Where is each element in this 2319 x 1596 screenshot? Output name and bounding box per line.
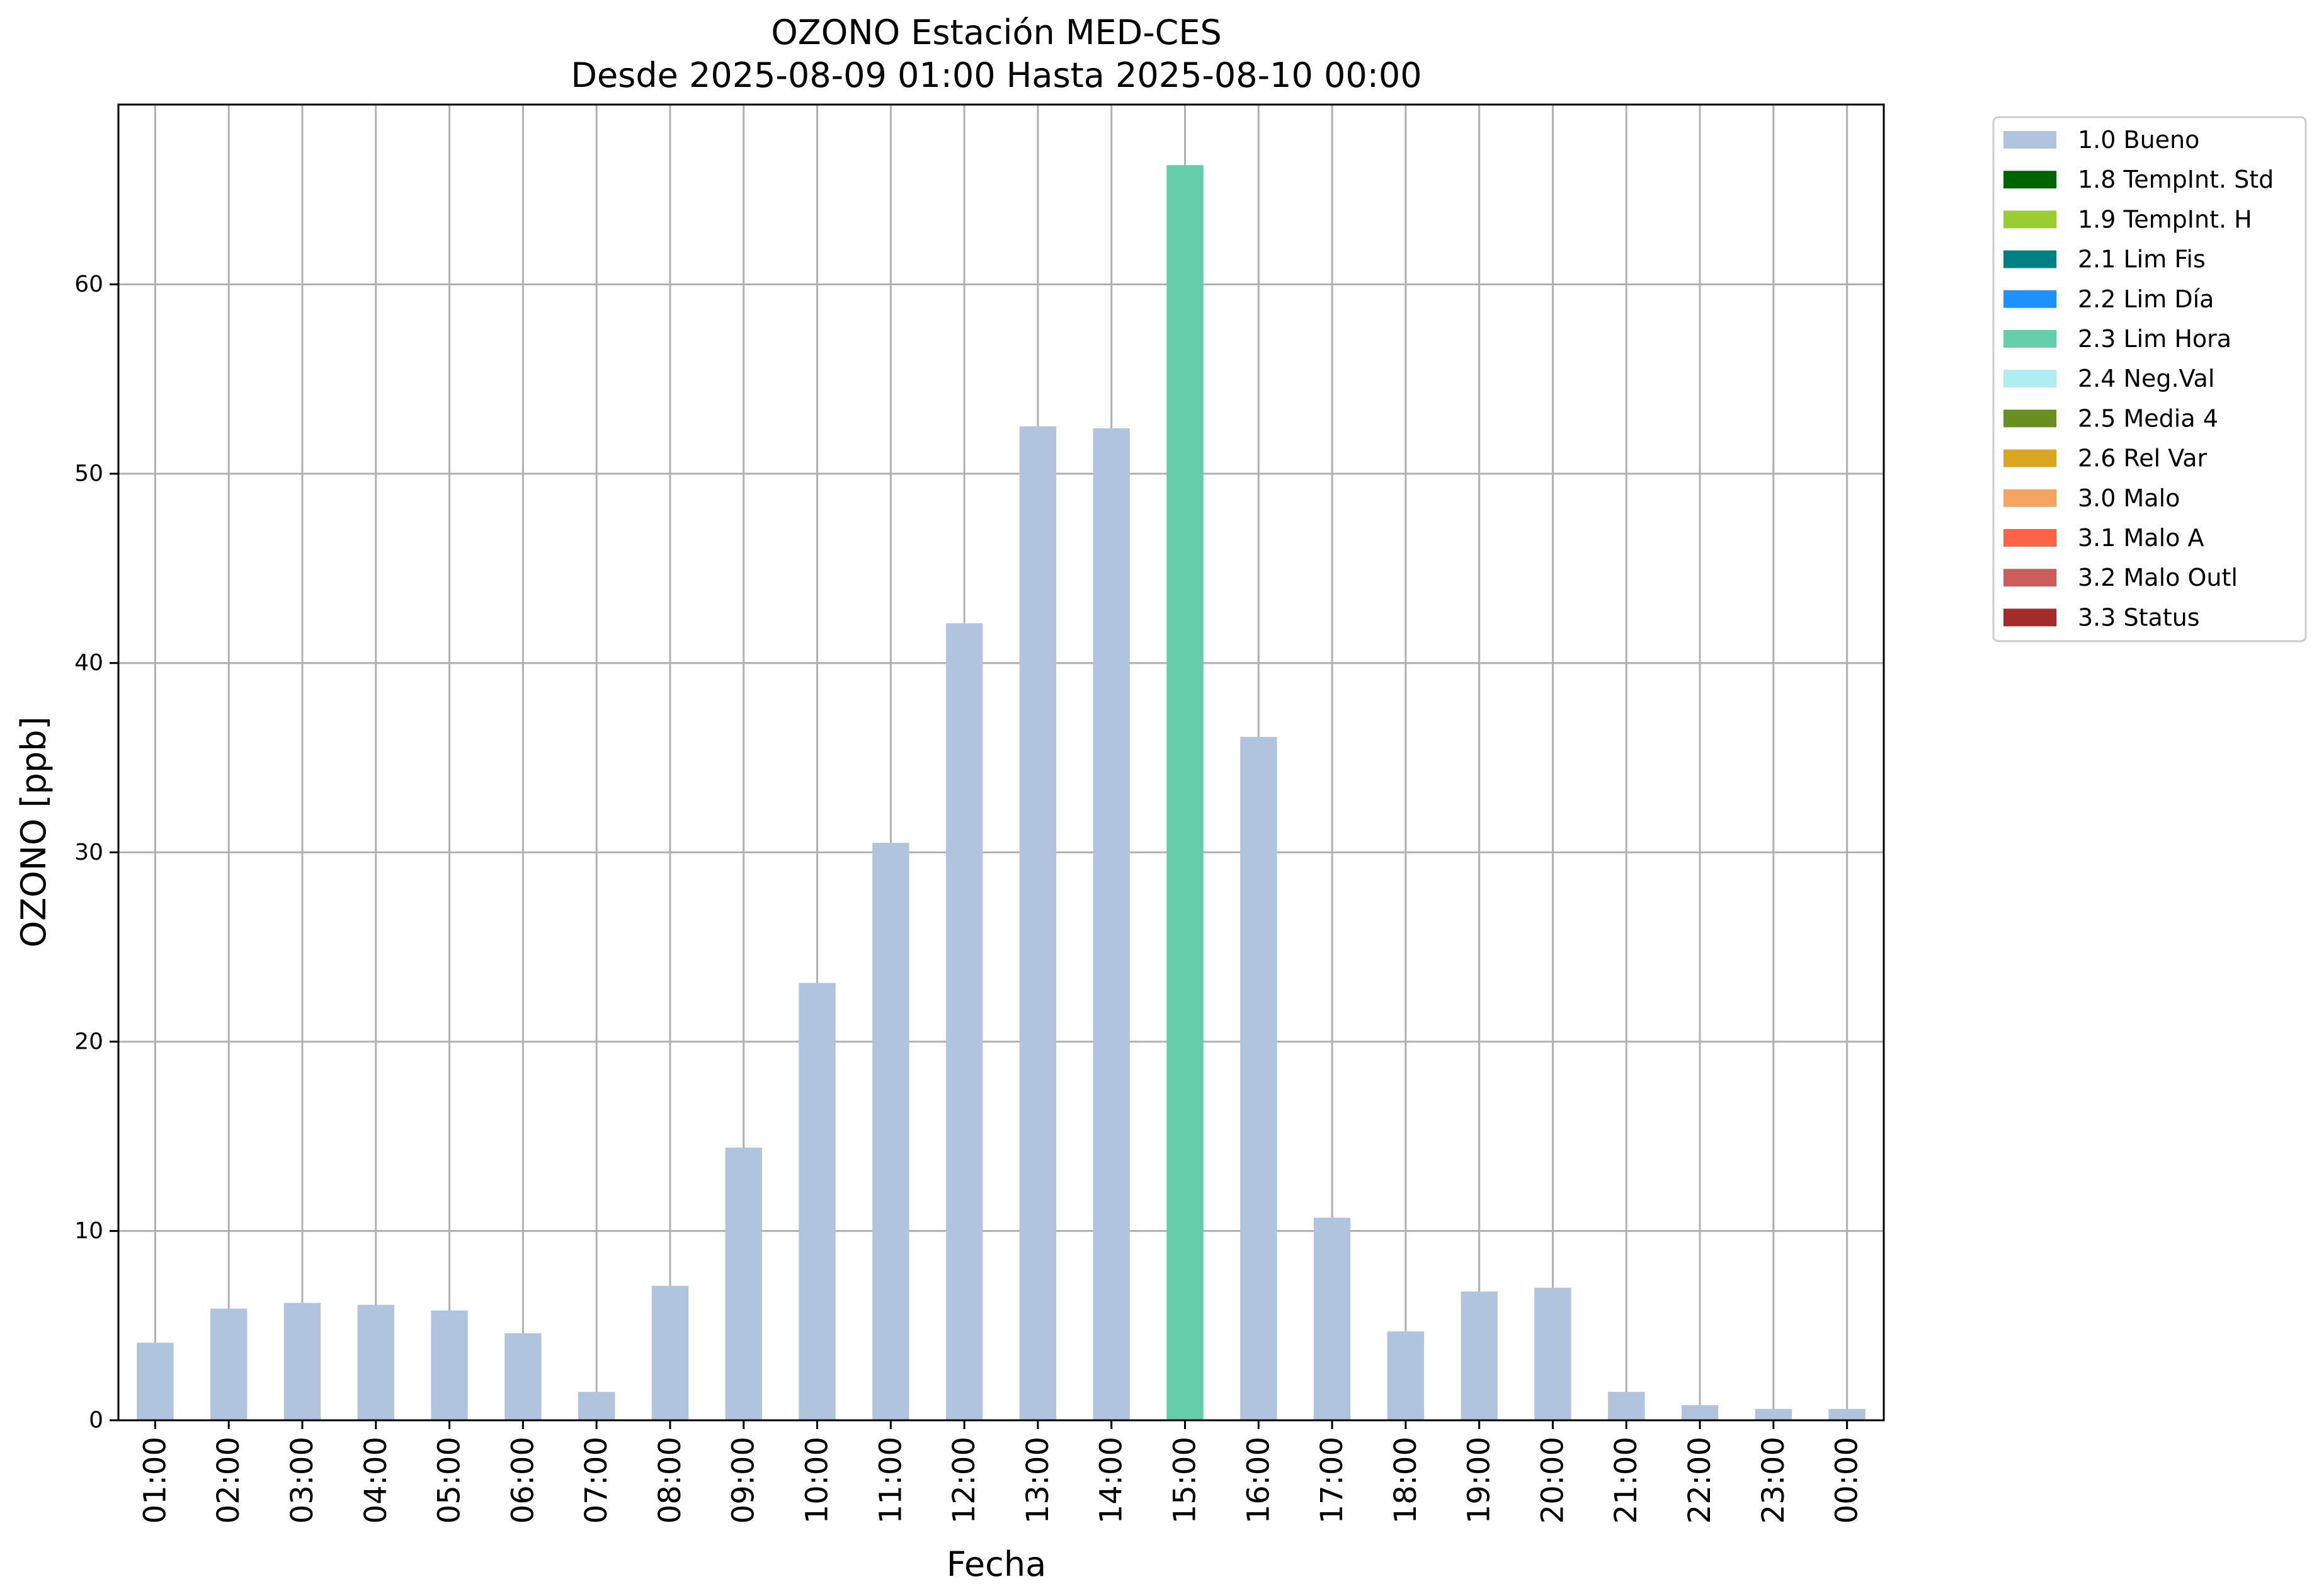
legend-entry: 1.0 Bueno bbox=[2078, 126, 2199, 154]
bar-02:00 bbox=[210, 1308, 248, 1420]
x-tick-label: 04:00 bbox=[358, 1437, 394, 1524]
legend-entry: 3.1 Malo A bbox=[2078, 524, 2204, 552]
bar-01:00 bbox=[137, 1342, 174, 1420]
legend-swatch bbox=[2003, 449, 2056, 467]
x-tick-label: 14:00 bbox=[1094, 1437, 1129, 1524]
legend-swatch bbox=[2003, 290, 2056, 308]
legend-swatch bbox=[2003, 409, 2056, 428]
x-tick-label: 10:00 bbox=[800, 1437, 835, 1524]
legend-entry: 2.4 Neg.Val bbox=[2078, 365, 2214, 392]
x-tick-label: 13:00 bbox=[1020, 1437, 1056, 1524]
legend: 1.0 Bueno 1.8 TempInt. Std 1.9 TempInt. H 2… bbox=[1992, 116, 2307, 642]
x-axis-label: Fecha bbox=[947, 1544, 1046, 1584]
x-tick-label: 11:00 bbox=[873, 1437, 908, 1524]
x-tick-label: 12:00 bbox=[947, 1437, 982, 1524]
x-tick-label: 03:00 bbox=[285, 1437, 320, 1524]
bars bbox=[137, 165, 1866, 1421]
x-tick-label: 09:00 bbox=[726, 1437, 761, 1524]
bar-09:00 bbox=[725, 1148, 762, 1420]
legend-swatch bbox=[2003, 171, 2056, 189]
y-tick-label: 40 bbox=[74, 650, 103, 676]
y-tick-label: 30 bbox=[74, 840, 103, 865]
legend-swatch bbox=[2003, 250, 2056, 268]
bar-06:00 bbox=[504, 1333, 542, 1420]
bar-22:00 bbox=[1681, 1405, 1719, 1420]
bar-13:00 bbox=[1019, 426, 1057, 1420]
y-tick-label: 60 bbox=[74, 271, 103, 297]
legend-entry: 2.1 Lim Fis bbox=[2078, 246, 2206, 273]
bar-17:00 bbox=[1313, 1217, 1351, 1420]
x-tick-label: 19:00 bbox=[1462, 1437, 1497, 1524]
x-tick-label: 02:00 bbox=[211, 1437, 246, 1524]
bar-15:00 bbox=[1166, 165, 1204, 1420]
x-tick-label: 05:00 bbox=[432, 1437, 467, 1524]
legend-swatch bbox=[2003, 569, 2056, 587]
x-tick-label: 23:00 bbox=[1756, 1437, 1791, 1524]
y-tick-label: 0 bbox=[89, 1408, 103, 1434]
plot-frame bbox=[117, 103, 1885, 1422]
bar-05:00 bbox=[431, 1310, 468, 1420]
bar-00:00 bbox=[1828, 1408, 1866, 1420]
legend-swatch bbox=[2003, 330, 2056, 348]
bar-10:00 bbox=[799, 983, 836, 1420]
legend-entry: 1.8 TempInt. Std bbox=[2078, 166, 2274, 193]
legend-entry: 2.5 Media 4 bbox=[2078, 404, 2218, 432]
chart-title: OZONO Estación MED-CES bbox=[771, 13, 1222, 52]
y-tick-label: 10 bbox=[74, 1218, 103, 1244]
bar-20:00 bbox=[1534, 1287, 1571, 1420]
y-axis-label: OZONO [ppb] bbox=[14, 716, 54, 947]
x-tick-label: 17:00 bbox=[1314, 1437, 1350, 1524]
bar-14:00 bbox=[1093, 428, 1130, 1421]
x-tick-label: 22:00 bbox=[1682, 1437, 1718, 1524]
y-tick-label: 20 bbox=[74, 1029, 103, 1054]
legend-entry: 3.3 Status bbox=[2078, 603, 2200, 631]
x-tick-label: 18:00 bbox=[1388, 1437, 1423, 1524]
x-tick-label: 16:00 bbox=[1241, 1437, 1276, 1524]
x-tick-label: 07:00 bbox=[579, 1437, 614, 1524]
legend-swatch bbox=[2003, 131, 2056, 149]
y-tick-label: 50 bbox=[74, 461, 103, 487]
x-tick-label: 00:00 bbox=[1830, 1437, 1865, 1524]
legend-swatch bbox=[2003, 529, 2056, 547]
legend-entry: 2.3 Lim Hora bbox=[2078, 325, 2231, 353]
legend-entry: 2.6 Rel Var bbox=[2078, 445, 2208, 472]
x-tick-label: 21:00 bbox=[1609, 1437, 1644, 1524]
legend-swatch bbox=[2003, 608, 2056, 627]
x-tick-label: 01:00 bbox=[137, 1437, 173, 1524]
x-tick-label: 20:00 bbox=[1535, 1437, 1570, 1524]
bar-04:00 bbox=[357, 1304, 394, 1420]
bar-16:00 bbox=[1240, 736, 1277, 1420]
chart-subtitle: Desde 2025-08-09 01:00 Hasta 2025-08-10 … bbox=[571, 55, 1422, 95]
legend-entry: 3.2 Malo Outl bbox=[2078, 564, 2238, 591]
x-tick-label: 06:00 bbox=[505, 1437, 540, 1524]
x-tick-label: 15:00 bbox=[1167, 1437, 1202, 1524]
bar-08:00 bbox=[651, 1285, 689, 1420]
bar-03:00 bbox=[283, 1302, 321, 1420]
bar-21:00 bbox=[1608, 1391, 1645, 1420]
legend-box bbox=[1992, 116, 2307, 642]
bar-07:00 bbox=[578, 1391, 615, 1420]
legend-swatch bbox=[2003, 489, 2056, 507]
bar-19:00 bbox=[1461, 1291, 1498, 1420]
legend-entry: 2.2 Lim Día bbox=[2078, 285, 2214, 313]
legend-entry: 3.0 Malo bbox=[2078, 484, 2180, 512]
x-tick-label: 08:00 bbox=[652, 1437, 688, 1524]
legend-swatch bbox=[2003, 210, 2056, 229]
legend-entry: 1.9 TempInt. H bbox=[2078, 205, 2252, 233]
bar-18:00 bbox=[1387, 1331, 1425, 1420]
bar-11:00 bbox=[872, 843, 909, 1420]
bar-12:00 bbox=[945, 623, 983, 1421]
bar-23:00 bbox=[1755, 1408, 1792, 1420]
legend-swatch bbox=[2003, 370, 2056, 388]
axes: 01:00 02:00 03:00 04:00 05:00 06:00 07:00 08:00… bbox=[74, 103, 1885, 1524]
